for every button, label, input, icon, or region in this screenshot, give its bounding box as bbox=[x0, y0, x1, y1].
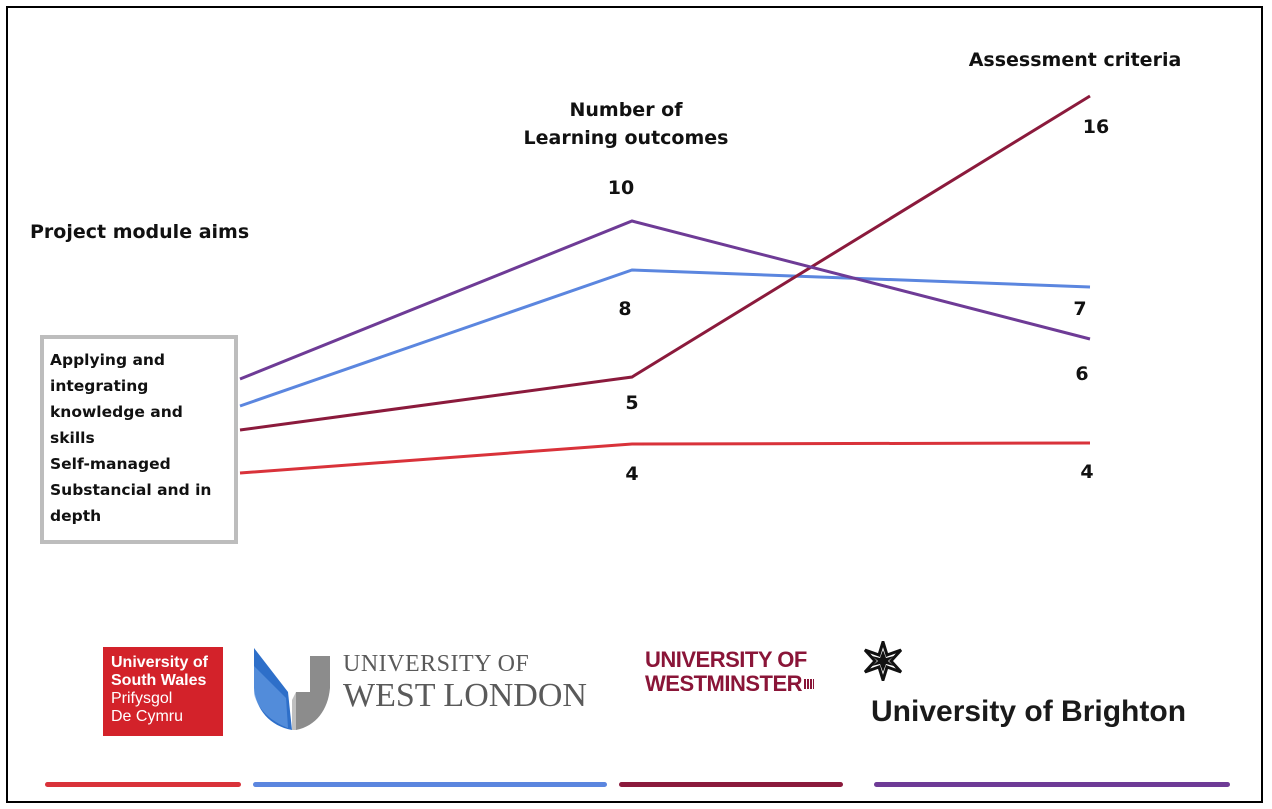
figure-frame bbox=[6, 6, 1263, 803]
westminster-logo-line2-wrap: WESTMINSTER bbox=[645, 671, 815, 696]
data-label-series3-col1: 5 bbox=[625, 392, 638, 414]
uwl-logo-line1: UNIVERSITY OF bbox=[343, 651, 530, 677]
series-line-3 bbox=[239, 94, 1091, 432]
outcomes-heading-line2: Learning outcomes bbox=[523, 127, 729, 149]
data-label-series4-col2: 6 bbox=[1075, 363, 1088, 385]
usw-logo-line4: De Cymru bbox=[111, 708, 184, 725]
aims-box: Applying and integrating knowledge and s… bbox=[40, 335, 238, 544]
criteria-heading-text: Assessment criteria bbox=[968, 49, 1182, 71]
series-line-4 bbox=[239, 219, 1091, 381]
aims-line-5: Substancial and in bbox=[50, 481, 212, 499]
westminster-logo-line1: UNIVERSITY OF bbox=[645, 647, 807, 672]
usw-logo-line2: South Wales bbox=[111, 672, 207, 689]
westminster-color-rule bbox=[619, 782, 843, 787]
westminster-logo-line2: WESTMINSTER bbox=[645, 671, 803, 696]
aims-line-4: Self-managed bbox=[50, 455, 171, 473]
data-label-series3-col2: 16 bbox=[1083, 116, 1109, 138]
aims-line-3: knowledge and skills bbox=[50, 403, 183, 447]
westminster-portcullis-icon bbox=[804, 679, 815, 689]
series-line-1 bbox=[239, 441, 1091, 475]
usw-logo-line3: Prifysgol bbox=[111, 690, 173, 707]
aims-heading-text: Project module aims bbox=[30, 221, 250, 243]
aims-line-2: integrating bbox=[50, 377, 149, 395]
series-line-2 bbox=[239, 268, 1091, 408]
data-label-series1-col1: 4 bbox=[625, 463, 638, 485]
data-label-series2-col1: 8 bbox=[618, 298, 631, 320]
data-label-series4-col1: 10 bbox=[608, 177, 634, 199]
aims-heading: Project module aims bbox=[30, 218, 249, 246]
aims-line-6: depth bbox=[50, 507, 102, 525]
aims-line-1: Applying and bbox=[50, 351, 166, 369]
usw-logo: University of South Wales Prifysgol De C… bbox=[103, 647, 223, 736]
uwl-logo-line2: WEST LONDON bbox=[343, 677, 587, 714]
brighton-star-icon bbox=[863, 641, 903, 681]
outcomes-heading: Number of Learning outcomes bbox=[506, 96, 746, 152]
westminster-logo: UNIVERSITY OF WESTMINSTER bbox=[645, 647, 815, 696]
outcomes-heading-line1: Number of bbox=[569, 99, 683, 121]
uwl-shield-icon bbox=[254, 648, 330, 730]
usw-logo-line1: University of bbox=[111, 654, 208, 671]
data-label-series2-col2: 7 bbox=[1073, 298, 1086, 320]
usw-color-rule bbox=[45, 782, 241, 787]
data-label-series1-col2: 4 bbox=[1080, 461, 1093, 483]
uwl-color-rule bbox=[253, 782, 607, 787]
brighton-logo-text: University of Brighton bbox=[871, 695, 1187, 728]
brighton-color-rule bbox=[874, 782, 1230, 787]
uwl-logo-text: UNIVERSITY OF WEST LONDON bbox=[343, 652, 587, 713]
criteria-heading: Assessment criteria bbox=[955, 46, 1195, 74]
